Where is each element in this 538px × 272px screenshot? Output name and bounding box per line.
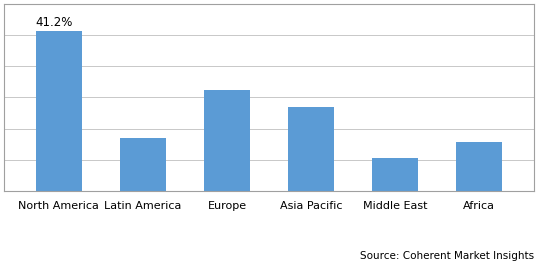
Text: 41.2%: 41.2%	[36, 16, 73, 29]
Bar	[288, 107, 334, 191]
Bar	[36, 31, 82, 191]
Bar	[456, 142, 502, 191]
Bar	[204, 90, 250, 191]
Text: Source: Coherent Market Insights: Source: Coherent Market Insights	[360, 251, 534, 261]
Bar	[120, 138, 166, 191]
Bar	[372, 158, 418, 191]
